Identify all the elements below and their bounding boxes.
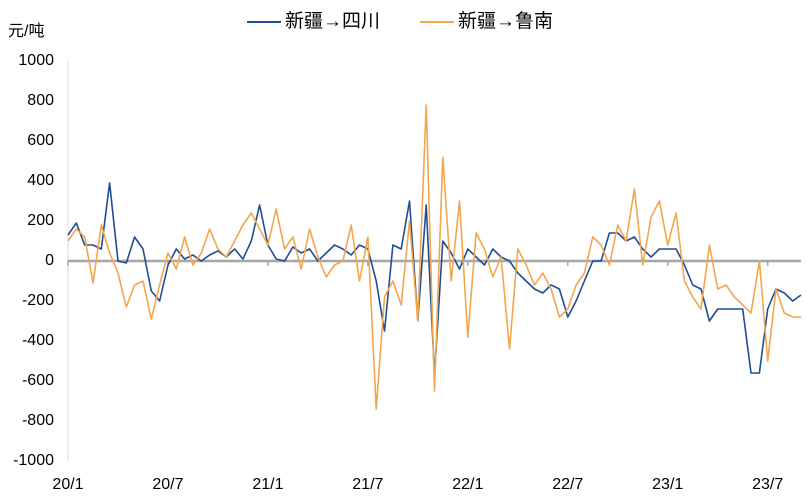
series-line xyxy=(67,104,801,410)
y-tick-label: 1000 xyxy=(18,52,54,69)
y-tick-label: 200 xyxy=(27,212,54,229)
x-tick-label: 23/7 xyxy=(752,476,783,493)
y-tick-label: -600 xyxy=(22,372,54,389)
x-tick-label: 22/7 xyxy=(552,476,583,493)
legend-label: 新疆→四川 xyxy=(285,10,380,32)
y-tick-label: 600 xyxy=(27,132,54,149)
y-axis-label: 元/吨 xyxy=(8,22,44,40)
x-tick-label: 23/1 xyxy=(652,476,683,493)
x-tick-label: 22/1 xyxy=(452,476,483,493)
y-tick-label: -800 xyxy=(22,412,54,429)
legend-label: 新疆→鲁南 xyxy=(458,10,553,32)
series-line xyxy=(67,182,802,376)
y-tick-label: -200 xyxy=(22,292,54,309)
x-tick-label: 20/1 xyxy=(52,476,83,493)
y-tick-label: -1000 xyxy=(13,452,54,469)
x-tick-label: 21/1 xyxy=(252,476,283,493)
y-tick-label: 0 xyxy=(45,252,54,269)
y-tick-label: -400 xyxy=(22,332,54,349)
y-tick-label: 400 xyxy=(27,172,54,189)
x-tick-label: 21/7 xyxy=(352,476,383,493)
y-tick-label: 800 xyxy=(27,92,54,109)
x-tick-label: 20/7 xyxy=(152,476,183,493)
